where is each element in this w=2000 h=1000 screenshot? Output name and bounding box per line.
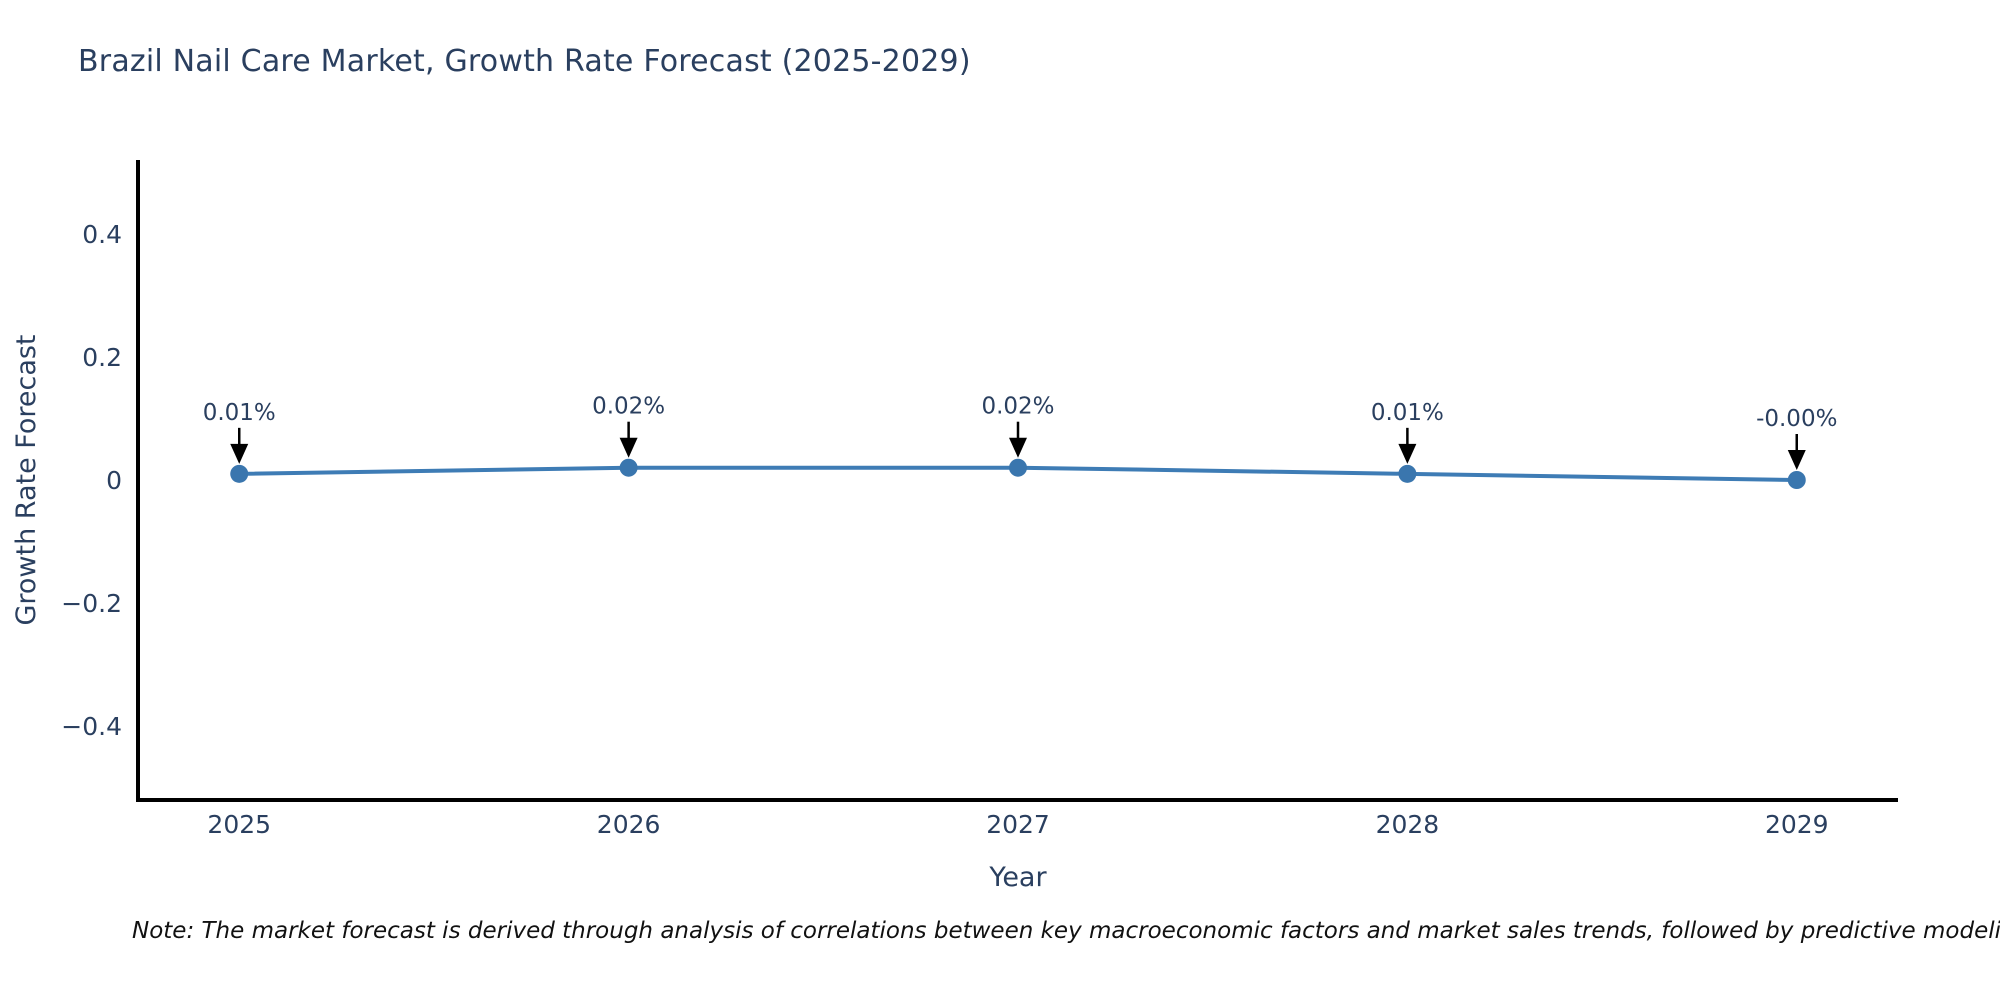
data-point-marker (619, 458, 638, 477)
y-tick-label: 0.4 (82, 220, 122, 249)
x-axis-title: Year (988, 862, 1047, 893)
annotation-arrowhead-icon (1398, 443, 1417, 464)
data-point-marker (230, 464, 249, 483)
x-tick-label: 2026 (597, 810, 661, 839)
chart-title: Brazil Nail Care Market, Growth Rate For… (78, 44, 971, 79)
x-tick-label: 2029 (1765, 810, 1829, 839)
chart-footnote: Note: The market forecast is derived thr… (132, 918, 2000, 944)
data-point-marker (1009, 458, 1027, 477)
data-point-label: 0.01% (1371, 400, 1444, 426)
annotation-arrowhead-icon (1009, 437, 1027, 458)
annotation-arrowhead-icon (619, 437, 638, 458)
annotation-arrowhead-icon (1787, 450, 1806, 470)
y-tick-label: −0.2 (61, 589, 122, 618)
data-point-label: 0.01% (203, 400, 276, 426)
data-point-label: 0.02% (592, 394, 665, 420)
y-tick-label: −0.4 (61, 712, 122, 741)
y-axis-title: Growth Rate Forecast (11, 334, 42, 625)
y-tick-label: 0 (106, 466, 122, 495)
data-point-label: 0.02% (981, 394, 1054, 420)
annotation-arrowhead-icon (230, 443, 249, 464)
data-point-marker (1398, 464, 1417, 483)
data-point-marker (1787, 471, 1806, 489)
x-tick-label: 2028 (1376, 810, 1440, 839)
x-tick-label: 2025 (207, 810, 271, 839)
data-point-label: -0.00% (1756, 406, 1837, 432)
x-tick-label: 2027 (986, 810, 1050, 839)
y-tick-label: 0.2 (82, 343, 122, 372)
